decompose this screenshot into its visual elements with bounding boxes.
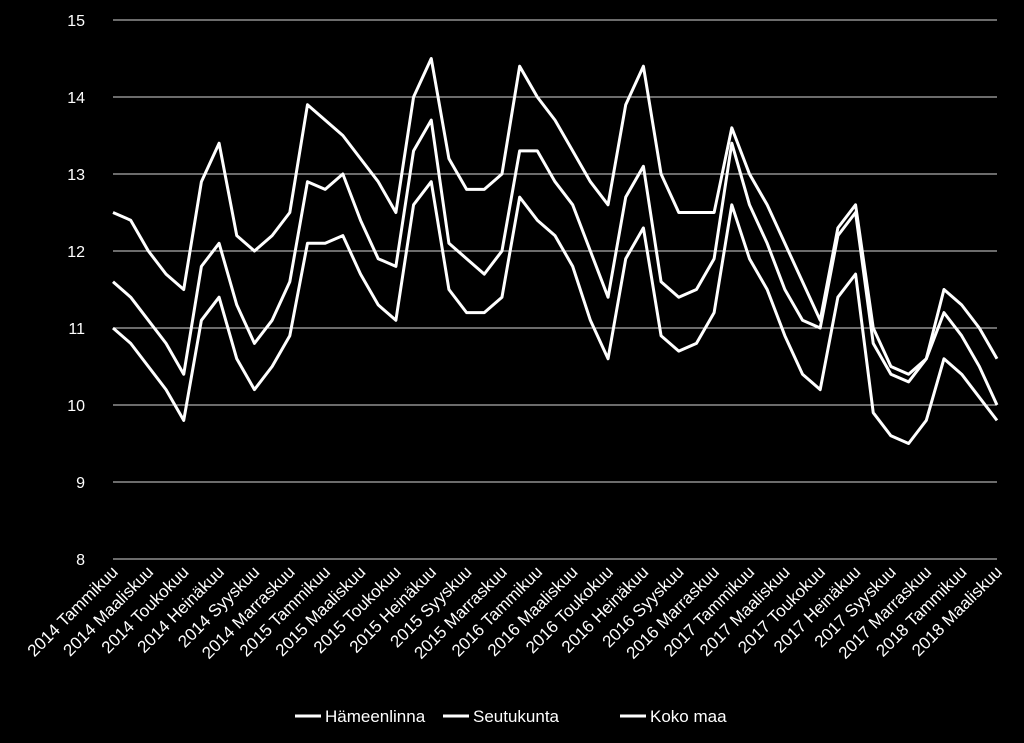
series-line — [112, 180, 999, 445]
legend: Hämeenlinna Seutukunta Koko maa — [295, 707, 727, 726]
y-axis-ticks: 8 9 10 11 12 13 14 15 — [67, 13, 85, 569]
y-tick-label: 11 — [68, 321, 85, 338]
legend-label: Seutukunta — [473, 707, 560, 726]
series-lines — [112, 57, 999, 445]
y-tick-label: 14 — [67, 90, 85, 107]
y-tick-label: 13 — [67, 167, 85, 184]
y-tick-label: 10 — [67, 398, 85, 415]
y-tick-label: 15 — [67, 13, 85, 30]
series-line — [112, 57, 999, 376]
legend-label: Koko maa — [650, 707, 727, 726]
y-tick-label: 8 — [76, 552, 85, 569]
y-tick-label: 12 — [67, 244, 85, 261]
y-tick-label: 9 — [76, 475, 85, 492]
series-line — [112, 118, 999, 406]
legend-label: Hämeenlinna — [325, 707, 426, 726]
y-gridlines — [113, 19, 997, 560]
